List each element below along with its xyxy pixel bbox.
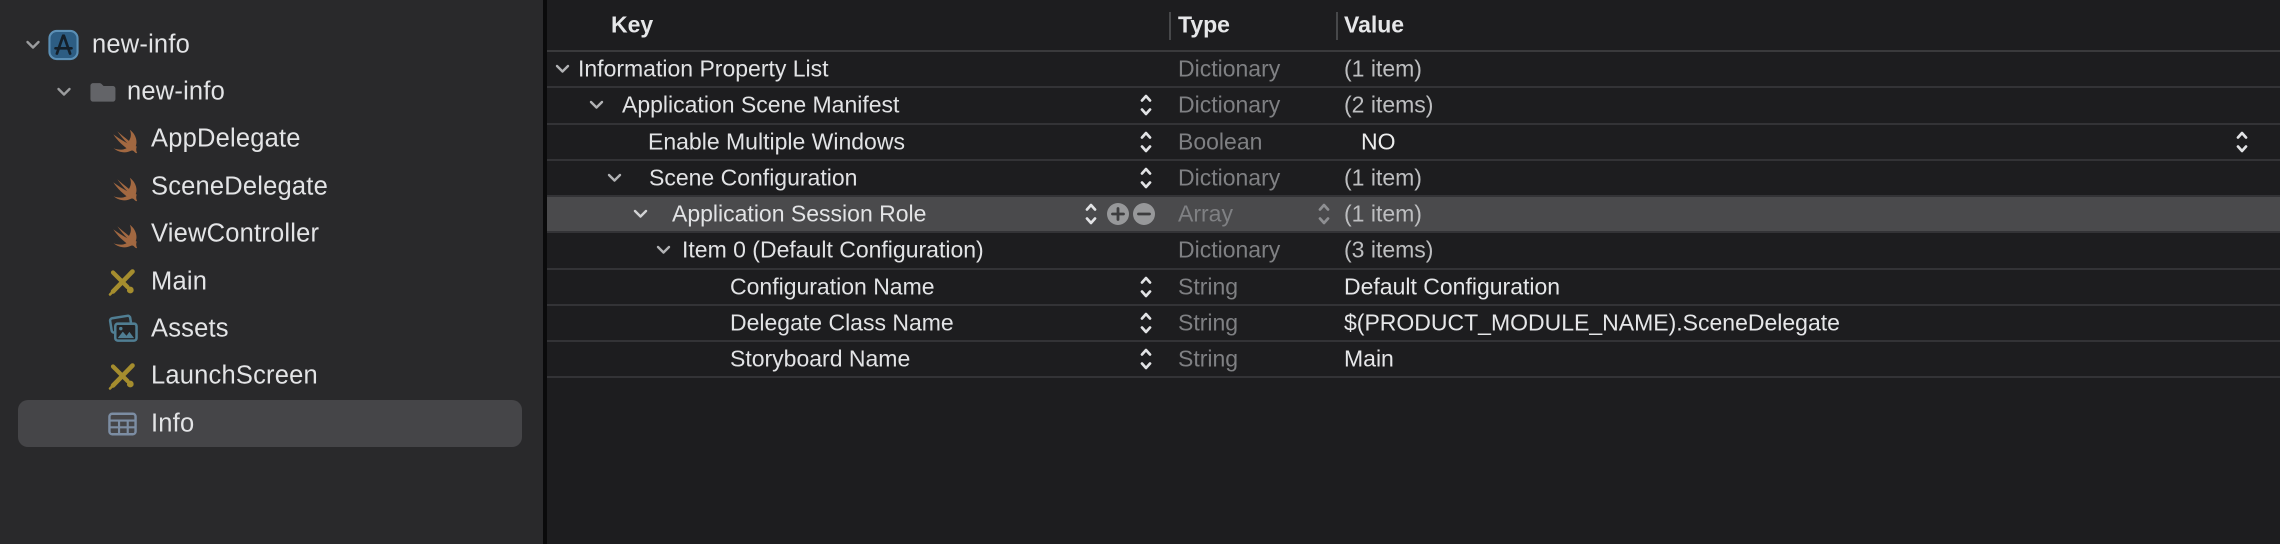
key-stepper-icon[interactable] bbox=[1138, 273, 1154, 300]
type-stepper-icon[interactable] bbox=[1316, 201, 1332, 228]
sidebar-item-label: SceneDelegate bbox=[151, 172, 328, 201]
sidebar-item-label: ViewController bbox=[151, 219, 320, 248]
xcode-project-icon bbox=[48, 29, 79, 60]
plist-row-scene-configuration[interactable]: Scene Configuration Dictionary (1 item) bbox=[547, 161, 2280, 197]
column-separator[interactable] bbox=[1169, 12, 1171, 40]
value-stepper-icon[interactable] bbox=[2234, 128, 2250, 155]
plist-value: (2 items) bbox=[1344, 91, 1434, 118]
plist-type-label: String bbox=[1178, 273, 1239, 300]
plist-row-information-property-list[interactable]: Information Property List Dictionary (1 it… bbox=[547, 52, 2280, 89]
plist-type-label: Dictionary bbox=[1178, 236, 1281, 263]
plist-row-configuration-name[interactable]: Configuration Name String Default Configu… bbox=[547, 270, 2280, 306]
sidebar-item-label: Info bbox=[151, 409, 195, 438]
plist-value: (1 item) bbox=[1344, 200, 1422, 227]
plist-value: (1 item) bbox=[1344, 55, 1422, 82]
plist-row-application-scene-manifest[interactable]: Application Scene Manifest Dictionary (2 … bbox=[547, 88, 2280, 125]
column-separator[interactable] bbox=[1336, 12, 1338, 40]
sidebar-item-label: LaunchScreen bbox=[151, 361, 318, 390]
sidebar-item-label: new-info bbox=[92, 30, 190, 58]
add-item-button[interactable] bbox=[1106, 202, 1130, 226]
plist-type-label: Dictionary bbox=[1178, 55, 1281, 82]
plist-key-label: Scene Configuration bbox=[649, 164, 858, 191]
assets-icon bbox=[106, 314, 140, 343]
plist-key-label: Application Scene Manifest bbox=[622, 91, 900, 118]
remove-item-button[interactable] bbox=[1132, 202, 1156, 226]
plist-type-label: Dictionary bbox=[1178, 91, 1281, 118]
column-header-value: Value bbox=[1344, 11, 1405, 38]
plist-row-storyboard-name[interactable]: Storyboard Name String Main bbox=[547, 342, 2280, 379]
plist-editor: Key Type Value Information Property List… bbox=[547, 0, 2280, 544]
sidebar-item-label: Main bbox=[151, 267, 208, 295]
project-navigator: new-info new-info AppDelegate SceneDeleg… bbox=[0, 0, 543, 544]
plist-type-label: String bbox=[1178, 345, 1239, 372]
key-stepper-icon[interactable] bbox=[1138, 92, 1154, 119]
column-header-key: Key bbox=[611, 11, 654, 38]
disclosure-chevron-down-icon[interactable] bbox=[554, 64, 571, 75]
key-stepper-icon[interactable] bbox=[1138, 164, 1154, 191]
plist-row-item-0-default-configuration-[interactable]: Item 0 (Default Configuration) Dictionary… bbox=[547, 233, 2280, 270]
plist-icon bbox=[106, 410, 139, 438]
plist-rows: Information Property List Dictionary (1 it… bbox=[547, 52, 2280, 379]
storyboard-icon bbox=[106, 361, 139, 391]
key-stepper-icon[interactable] bbox=[1138, 128, 1154, 155]
plist-value: (3 items) bbox=[1344, 236, 1434, 263]
disclosure-chevron-down-icon[interactable] bbox=[25, 39, 41, 50]
plist-row-enable-multiple-windows[interactable]: Enable Multiple Windows Boolean NO bbox=[547, 125, 2280, 161]
plist-value[interactable]: $(PRODUCT_MODULE_NAME).SceneDelegate bbox=[1344, 309, 1840, 336]
disclosure-chevron-down-icon[interactable] bbox=[606, 172, 623, 183]
swift-file-icon bbox=[106, 171, 140, 202]
column-header-type: Type bbox=[1178, 11, 1230, 38]
plist-header-row: Key Type Value bbox=[547, 0, 2280, 52]
plist-key-label: Information Property List bbox=[578, 55, 829, 82]
sidebar-item-viewcontroller[interactable]: ViewController bbox=[0, 211, 543, 258]
plist-value[interactable]: Default Configuration bbox=[1344, 273, 1561, 300]
plist-key-label: Storyboard Name bbox=[730, 345, 911, 372]
plist-value: (1 item) bbox=[1344, 164, 1422, 191]
plist-key-label: Delegate Class Name bbox=[730, 309, 954, 336]
disclosure-chevron-down-icon[interactable] bbox=[56, 86, 72, 97]
plist-value[interactable]: Main bbox=[1344, 345, 1394, 372]
plist-key-label: Item 0 (Default Configuration) bbox=[682, 236, 984, 263]
key-stepper-icon[interactable] bbox=[1083, 201, 1099, 228]
sidebar-item-new-info[interactable]: new-info bbox=[0, 68, 543, 115]
sidebar-item-info[interactable]: Info bbox=[0, 400, 543, 448]
disclosure-chevron-down-icon[interactable] bbox=[588, 100, 605, 111]
disclosure-chevron-down-icon[interactable] bbox=[655, 245, 672, 256]
plist-type-label: Array bbox=[1178, 200, 1233, 227]
key-stepper-icon[interactable] bbox=[1138, 309, 1154, 336]
sidebar-selection-highlight bbox=[18, 400, 522, 448]
plist-key-label: Enable Multiple Windows bbox=[648, 128, 905, 155]
disclosure-chevron-down-icon[interactable] bbox=[632, 209, 649, 220]
sidebar-item-scenedelegate[interactable]: SceneDelegate bbox=[0, 163, 543, 210]
folder-icon bbox=[88, 79, 117, 104]
key-stepper-icon[interactable] bbox=[1138, 346, 1154, 373]
sidebar-item-assets[interactable]: Assets bbox=[0, 305, 543, 352]
sidebar-item-launchscreen[interactable]: LaunchScreen bbox=[0, 353, 543, 400]
plist-type-label: String bbox=[1178, 309, 1239, 336]
swift-file-icon bbox=[106, 124, 140, 155]
plist-type-label: Dictionary bbox=[1178, 164, 1281, 191]
plist-type-label: Boolean bbox=[1178, 128, 1263, 155]
sidebar-item-appdelegate[interactable]: AppDelegate bbox=[0, 116, 543, 163]
sidebar-item-label: AppDelegate bbox=[151, 124, 301, 153]
sidebar-item-main[interactable]: Main bbox=[0, 258, 543, 305]
plist-row-delegate-class-name[interactable]: Delegate Class Name String $(PRODUCT_MODU… bbox=[547, 306, 2280, 342]
sidebar-item-new-info[interactable]: new-info bbox=[0, 21, 543, 68]
plist-row-application-session-role[interactable]: Application Session Role Array (1 item) bbox=[547, 197, 2280, 234]
plist-key-label: Application Session Role bbox=[672, 200, 927, 227]
split-divider[interactable] bbox=[543, 0, 547, 544]
sidebar-item-label: new-info bbox=[127, 77, 225, 106]
swift-file-icon bbox=[106, 219, 140, 250]
plist-value[interactable]: NO bbox=[1361, 128, 1396, 155]
plist-key-label: Configuration Name bbox=[730, 273, 935, 300]
sidebar-item-label: Assets bbox=[151, 314, 229, 343]
storyboard-icon bbox=[106, 267, 139, 297]
